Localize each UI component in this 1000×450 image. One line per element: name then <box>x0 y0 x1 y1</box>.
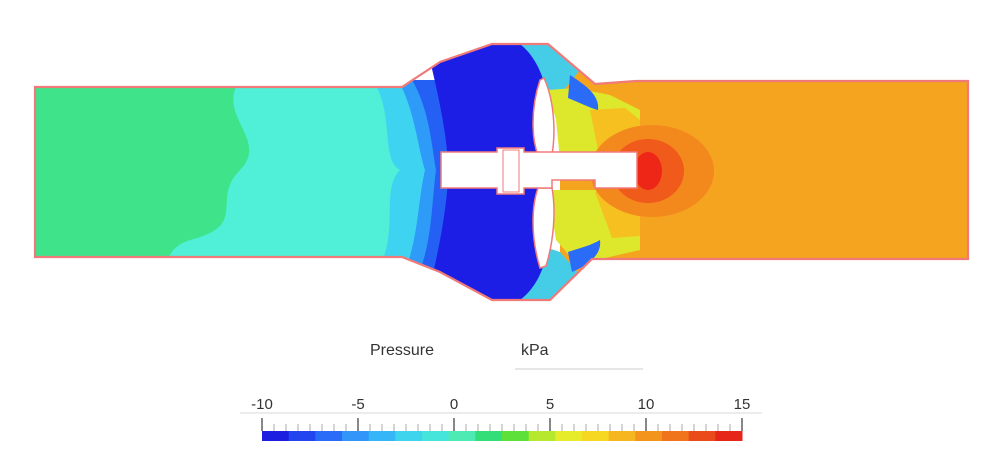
color-bar-tick-label: 5 <box>546 396 554 413</box>
legend-unit-label: kPa <box>521 342 549 359</box>
color-bar-band <box>502 431 530 441</box>
color-bar-band <box>368 431 396 441</box>
valve-stem <box>440 147 638 195</box>
color-bar-band <box>608 431 636 441</box>
pressure-field <box>35 44 968 300</box>
color-bar-band <box>395 431 423 441</box>
upper-throat-blue <box>568 75 599 110</box>
lower-throat-blue <box>568 240 601 272</box>
color-bar-tick-label: -5 <box>351 396 364 413</box>
color-bar-band <box>448 431 476 441</box>
duct-wall-outline <box>33 42 970 302</box>
color-bar-band <box>262 431 290 441</box>
color-bar-band <box>288 431 316 441</box>
color-bar-band <box>475 431 503 441</box>
color-bar-tick-label: 0 <box>450 396 458 413</box>
color-bar-band <box>555 431 583 441</box>
color-bar-band <box>422 431 450 441</box>
color-bar-band <box>582 431 610 441</box>
color-bar-tick-label: -10 <box>251 396 273 413</box>
color-bar-tick-labels: -10 -5 0 5 10 15 <box>251 396 750 413</box>
color-bar <box>262 431 743 441</box>
legend-quantity-label: Pressure <box>370 342 434 359</box>
valve-stem-groove <box>502 149 520 193</box>
color-bar-band <box>715 431 743 441</box>
color-bar-band <box>662 431 690 441</box>
color-bar-ticks <box>261 418 743 431</box>
valve-body <box>440 76 638 269</box>
color-bar-tick-label: 10 <box>638 396 655 413</box>
color-bar-band <box>528 431 556 441</box>
color-bar-band <box>315 431 343 441</box>
color-bar-band <box>342 431 370 441</box>
color-bar-band <box>635 431 663 441</box>
color-bar-tick-label: 15 <box>734 396 751 413</box>
stagnation-zone-core <box>634 152 662 190</box>
legend: Pressure kPa -10 -5 0 5 10 15 <box>240 342 762 441</box>
color-bar-band <box>688 431 716 441</box>
